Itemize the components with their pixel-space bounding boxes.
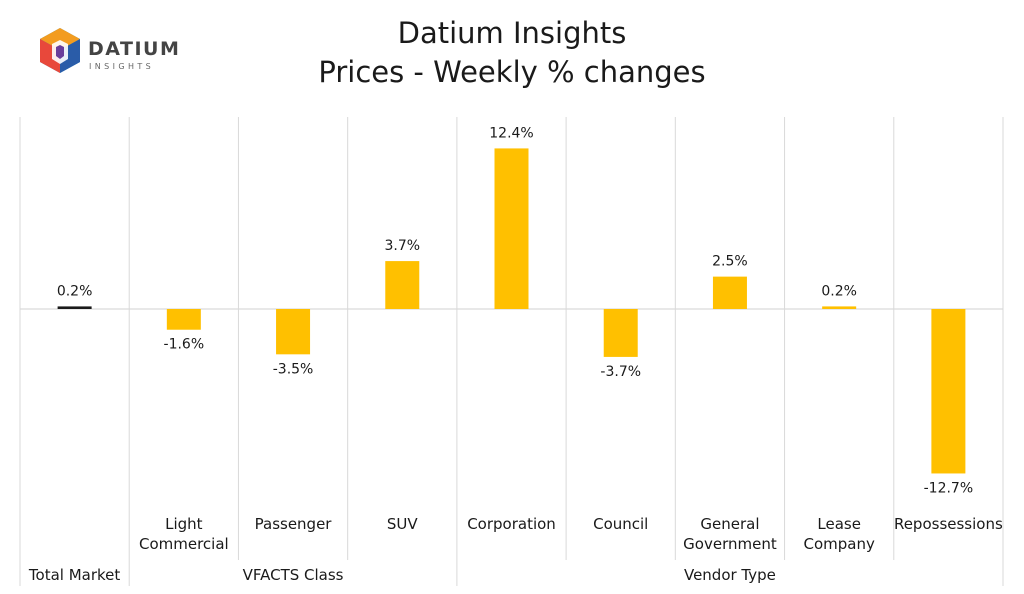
category-label: SUV	[387, 515, 419, 533]
group-label: Vendor Type	[684, 566, 776, 584]
category-label: Light	[165, 515, 203, 533]
data-label: 0.2%	[57, 283, 93, 299]
data-label: 12.4%	[489, 125, 533, 141]
chart-title: Datium Insights Prices - Weekly % change…	[0, 14, 1024, 92]
logo-sub: INSIGHTS	[89, 62, 154, 71]
group-label: VFACTS Class	[243, 566, 344, 584]
chart-group-labels: Total Market VFACTS Class Vendor Type	[28, 566, 776, 584]
data-label: -3.5%	[273, 361, 314, 377]
bar	[712, 276, 747, 309]
bar	[603, 309, 638, 357]
bar	[931, 309, 966, 474]
category-label: Repossessions	[894, 515, 1003, 533]
data-label: -3.7%	[600, 364, 641, 380]
category-label: Company	[803, 535, 874, 553]
data-label: -12.7%	[924, 480, 974, 496]
category-label: Lease	[817, 515, 861, 533]
category-label: Commercial	[139, 535, 229, 553]
logo-word: DATIUM	[88, 38, 180, 60]
bar	[166, 309, 201, 330]
bar	[57, 306, 92, 309]
category-label: Corporation	[467, 515, 556, 533]
logo-cube-icon	[40, 28, 80, 73]
chart-category-labels: Light Commercial Passenger SUV Corporation Co…	[139, 515, 1003, 553]
chart-value-labels: 0.2% -1.6% -3.5% 3.7% 12.4% -3.7% 2.5% 0.2% -12.…	[57, 125, 973, 496]
bar	[494, 148, 529, 309]
data-label: -1.6%	[164, 337, 205, 353]
category-label: Passenger	[255, 515, 333, 533]
data-label: 0.2%	[821, 283, 857, 299]
data-label: 2.5%	[712, 254, 748, 270]
category-label: Council	[593, 515, 648, 533]
datium-logo: DATIUM INSIGHTS	[40, 28, 180, 73]
bar	[276, 309, 311, 355]
title-line-2: Prices - Weekly % changes	[318, 55, 706, 89]
chart-bars	[57, 148, 966, 474]
group-label: Total Market	[28, 566, 120, 584]
data-label: 3.7%	[384, 238, 420, 254]
title-line-1: Datium Insights	[397, 16, 627, 50]
bar	[385, 261, 420, 309]
bar	[822, 306, 857, 309]
category-label: General	[700, 515, 759, 533]
category-label: Government	[683, 535, 777, 553]
